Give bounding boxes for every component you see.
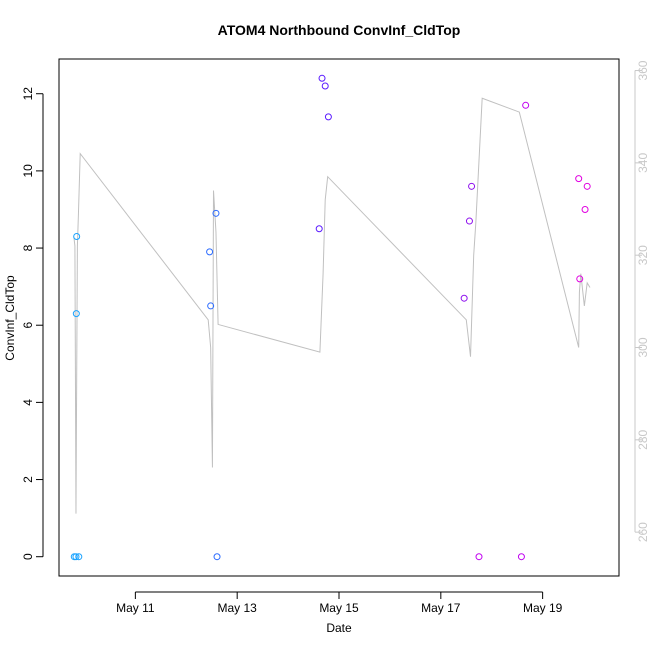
data-point xyxy=(207,302,215,310)
data-point xyxy=(324,113,332,121)
x-tick-label: May 17 xyxy=(421,601,461,615)
y-tick-label: 2 xyxy=(21,476,35,483)
right-y-tick-label: 340 xyxy=(636,153,650,173)
data-point xyxy=(72,310,80,318)
data-point xyxy=(465,217,473,225)
data-point xyxy=(321,82,329,90)
data-point xyxy=(475,553,483,561)
plot-area-frame xyxy=(58,58,620,577)
data-point xyxy=(583,182,591,190)
data-point xyxy=(73,232,81,240)
data-point xyxy=(581,205,589,213)
data-point xyxy=(517,553,525,561)
y-tick-label: 4 xyxy=(21,399,35,406)
series-line xyxy=(73,97,591,514)
y-tick-label: 6 xyxy=(21,322,35,329)
data-point xyxy=(75,553,83,561)
x-tick-label: May 19 xyxy=(523,601,563,615)
y-tick-label: 0 xyxy=(21,553,35,560)
x-tick-label: May 13 xyxy=(218,601,258,615)
right-y-tick-label: 360 xyxy=(636,60,650,80)
y-axis-label: ConvInf_CldTop xyxy=(3,275,17,361)
right-y-tick-label: 280 xyxy=(636,429,650,449)
right-y-tick-label: 300 xyxy=(636,337,650,357)
data-point xyxy=(468,182,476,190)
data-point xyxy=(206,248,214,256)
right-y-tick-label: 320 xyxy=(636,245,650,265)
x-axis-label: Date xyxy=(326,621,352,635)
chart-title: ATOM4 Northbound ConvInf_CldTop xyxy=(218,22,461,38)
data-point xyxy=(460,294,468,302)
data-point xyxy=(522,101,530,109)
data-point xyxy=(212,209,220,217)
data-point xyxy=(72,553,80,561)
x-tick-label: May 11 xyxy=(116,601,155,615)
y-tick-label: 12 xyxy=(21,87,35,101)
data-point xyxy=(318,74,326,82)
y-tick-label: 10 xyxy=(21,164,35,178)
y-tick-label: 8 xyxy=(21,244,35,251)
data-point xyxy=(315,225,323,233)
data-point xyxy=(576,275,584,283)
data-point xyxy=(575,175,583,183)
data-point xyxy=(213,553,221,561)
x-tick-label: May 15 xyxy=(319,601,359,615)
series-layer xyxy=(70,74,591,561)
axes-layer: May 11 May 13 May 15 May 17 May 19 0 2 4 6 8 10 12 2… xyxy=(21,60,650,615)
right-y-tick-label: 260 xyxy=(636,522,650,542)
